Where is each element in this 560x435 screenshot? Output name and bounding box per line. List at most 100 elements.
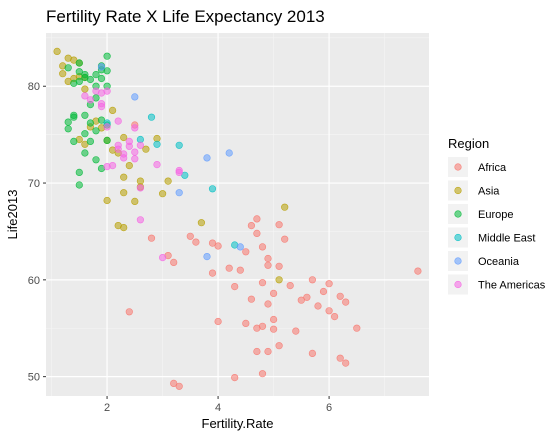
point-oceania (236, 243, 244, 251)
point-africa (286, 282, 294, 290)
legend-label-europe: Europe (478, 209, 513, 221)
point-the-americas (114, 145, 122, 153)
point-africa (214, 242, 222, 250)
point-the-americas (103, 87, 111, 95)
point-africa (314, 302, 322, 310)
point-africa (264, 254, 272, 263)
point-europe (75, 168, 83, 176)
point-africa (208, 269, 217, 277)
point-the-americas (131, 155, 139, 163)
point-oceania (225, 149, 233, 157)
point-the-americas (114, 117, 122, 125)
point-africa (225, 264, 233, 272)
point-africa (186, 232, 194, 240)
point-oceania (97, 63, 106, 71)
point-europe (64, 125, 72, 133)
point-africa (214, 317, 222, 326)
point-oceania (203, 253, 211, 261)
x-tick-label: 2 (104, 402, 110, 414)
point-asia (103, 196, 111, 205)
point-africa (342, 359, 350, 367)
point-africa (247, 295, 255, 303)
point-oceania (131, 93, 139, 101)
point-africa (275, 221, 283, 229)
plot-panel (46, 33, 429, 396)
y-tick-label: 70 (28, 178, 40, 190)
point-africa (414, 267, 422, 275)
point-middle-east (153, 140, 161, 148)
point-asia (120, 173, 128, 181)
point-asia (108, 106, 117, 114)
legend-swatch-asia (454, 186, 462, 195)
point-africa (247, 222, 255, 230)
legend-label-the-americas: The Americas (478, 280, 546, 292)
point-asia (120, 189, 128, 197)
point-europe (75, 68, 83, 76)
point-europe (92, 70, 100, 79)
point-africa (353, 324, 361, 332)
major-gridlines (46, 33, 429, 396)
point-asia (120, 224, 128, 232)
point-asia (275, 276, 283, 284)
point-the-americas (131, 148, 139, 156)
legend-swatch-africa (454, 163, 462, 171)
point-asia (120, 133, 128, 142)
point-africa (264, 300, 272, 308)
point-the-americas (120, 154, 128, 162)
point-europe (97, 74, 106, 83)
point-europe (75, 59, 83, 67)
point-africa (336, 292, 344, 300)
point-europe (81, 111, 89, 119)
point-middle-east (175, 141, 183, 149)
point-europe (81, 149, 89, 157)
point-middle-east (208, 185, 217, 193)
point-europe (75, 181, 83, 189)
point-the-americas (103, 123, 111, 131)
data-points (53, 47, 422, 390)
point-africa (242, 319, 250, 328)
minor-gridlines (46, 33, 429, 396)
point-europe (86, 137, 94, 145)
legend-swatch-the-americas (454, 280, 462, 289)
point-africa (336, 354, 344, 362)
y-tick-label: 80 (28, 81, 40, 93)
point-asia (70, 56, 78, 64)
point-oceania (175, 189, 183, 197)
point-europe (64, 118, 72, 126)
point-africa (319, 287, 328, 296)
point-middle-east (181, 171, 189, 179)
legend: Region Africa Asia Europe Middle East Oceani… (448, 136, 546, 295)
point-the-americas (159, 254, 167, 262)
point-asia (59, 70, 67, 78)
point-africa (231, 283, 239, 291)
point-asia (164, 177, 172, 185)
point-asia (142, 145, 150, 153)
point-africa (264, 261, 272, 269)
point-africa (125, 308, 133, 316)
point-africa (325, 280, 333, 288)
point-africa (242, 248, 250, 256)
point-africa (231, 374, 239, 382)
point-africa (270, 325, 278, 333)
point-africa (253, 215, 261, 223)
point-asia (159, 190, 167, 198)
point-africa (253, 229, 261, 237)
point-the-americas (136, 216, 144, 224)
point-europe (70, 137, 78, 145)
point-the-americas (86, 96, 94, 104)
y-tick-label: 50 (28, 372, 40, 384)
point-africa (147, 234, 156, 242)
point-asia (281, 203, 289, 211)
point-africa (325, 307, 333, 315)
point-africa (170, 258, 178, 267)
point-asia (53, 47, 61, 56)
point-africa (275, 342, 283, 350)
point-asia (197, 219, 205, 227)
point-africa (303, 293, 311, 301)
legend-label-asia: Asia (478, 186, 500, 198)
y-axis-title: Life2013 (5, 190, 20, 240)
point-africa (297, 296, 305, 304)
axes: 2 4 6 50 60 70 80 (28, 81, 332, 414)
point-asia (131, 197, 139, 205)
